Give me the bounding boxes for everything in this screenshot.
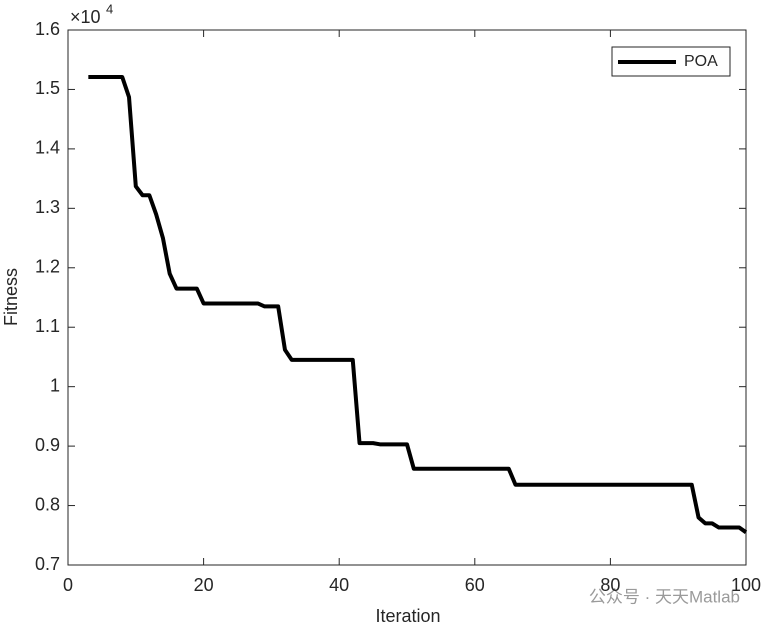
x-tick-label: 60 bbox=[465, 575, 485, 595]
y-tick-label: 1.6 bbox=[35, 19, 60, 39]
y-tick-label: 1.4 bbox=[35, 138, 60, 158]
y-axis-label: Fitness bbox=[1, 268, 21, 326]
y-tick-label: 1.3 bbox=[35, 197, 60, 217]
x-tick-label: 20 bbox=[194, 575, 214, 595]
legend-label: POA bbox=[684, 53, 718, 70]
y-tick-label: 1 bbox=[50, 375, 60, 395]
x-tick-label: 0 bbox=[63, 575, 73, 595]
y-tick-label: 0.9 bbox=[35, 435, 60, 455]
x-tick-label: 40 bbox=[329, 575, 349, 595]
y-tick-label: 0.7 bbox=[35, 554, 60, 574]
x-tick-label: 100 bbox=[731, 575, 761, 595]
y-tick-label: 1.5 bbox=[35, 78, 60, 98]
y-tick-label: 1.1 bbox=[35, 316, 60, 336]
y-multiplier-exponent: 4 bbox=[106, 1, 113, 16]
x-tick-label: 80 bbox=[600, 575, 620, 595]
plot-area bbox=[67, 29, 747, 566]
y-multiplier: ×10 bbox=[70, 7, 101, 27]
y-tick-label: 1.2 bbox=[35, 257, 60, 277]
x-axis-label: Iteration bbox=[375, 606, 440, 626]
series-line bbox=[88, 74, 748, 534]
y-tick-label: 0.8 bbox=[35, 494, 60, 514]
watermark: 公众号 · 天天Matlab bbox=[589, 587, 740, 606]
